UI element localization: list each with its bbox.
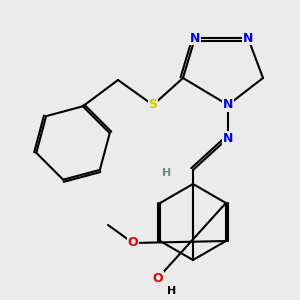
Text: H: H (167, 286, 177, 296)
Text: S: S (148, 98, 158, 112)
Text: O: O (128, 236, 138, 250)
Text: N: N (223, 131, 233, 145)
Text: N: N (190, 32, 200, 44)
Text: O: O (153, 272, 163, 284)
Text: H: H (162, 168, 172, 178)
Text: N: N (243, 32, 253, 44)
Text: N: N (223, 98, 233, 112)
